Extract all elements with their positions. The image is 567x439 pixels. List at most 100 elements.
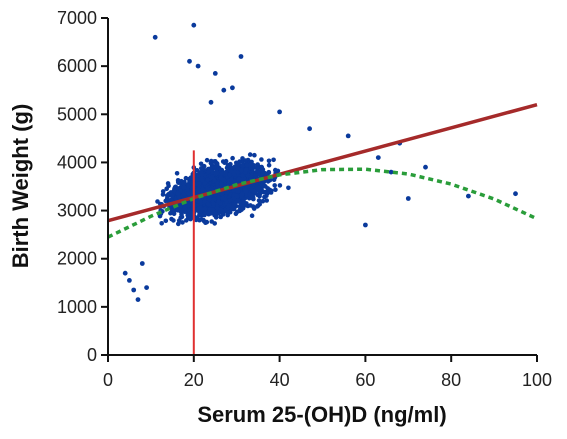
scatter-point [185, 187, 190, 192]
scatter-point [200, 187, 205, 193]
scatter-point [208, 99, 214, 105]
scatter-point [185, 212, 190, 218]
scatter-point [230, 85, 235, 91]
y-tick-label: 6000 [57, 56, 97, 76]
scatter-point [175, 190, 181, 196]
scatter-point [227, 172, 232, 178]
scatter-point [253, 173, 258, 179]
scatter-point [230, 155, 235, 161]
scatter-point [187, 58, 192, 64]
scatter-point [251, 163, 256, 168]
x-tick-label: 100 [522, 370, 552, 390]
scatter-point [265, 186, 271, 191]
scatter-point [181, 181, 186, 186]
scatter-point [363, 222, 368, 228]
scatter-point [240, 173, 245, 178]
tick-labels: 0 20 40 60 80 1000100020003000400050006000700… [57, 8, 552, 390]
scatter-point [166, 183, 171, 189]
linear-fit-line [107, 102, 538, 223]
scatter-point [195, 63, 201, 69]
scatter-point [254, 204, 260, 209]
scatter-point [219, 191, 225, 197]
scatter-point [240, 163, 245, 168]
scatter-point [202, 206, 208, 212]
scatter-point [189, 210, 194, 216]
scatter-point [186, 191, 191, 196]
scatter-point [181, 185, 187, 190]
scatter-point [242, 200, 247, 206]
scatter-point [236, 176, 241, 182]
scatter-point [199, 169, 204, 175]
scatter-point [167, 191, 173, 196]
scatter-point [186, 200, 192, 206]
y-tick-label: 4000 [57, 152, 97, 172]
scatter-point [260, 198, 266, 204]
scatter-point [175, 178, 181, 183]
scatter-point [254, 165, 260, 171]
scatter-point [131, 287, 137, 293]
scatter-point [171, 211, 177, 217]
scatter-point [187, 180, 192, 185]
scatter-point [214, 171, 220, 176]
scatter-point [259, 168, 265, 174]
scatter-point [271, 157, 276, 163]
scatter-point [260, 181, 266, 187]
scatter-point [243, 167, 249, 172]
scatter-point [226, 203, 232, 208]
scatter-point [135, 297, 141, 302]
scatter-point [194, 177, 199, 182]
scatter-point [232, 202, 238, 207]
scatter-point [186, 207, 191, 212]
y-tick-label: 2000 [57, 249, 97, 269]
scatter-point [210, 174, 215, 179]
scatter-point [212, 71, 218, 76]
scatter-point [218, 207, 224, 212]
scatter-point [204, 157, 210, 163]
scatter-point [204, 219, 210, 225]
y-tick-label: 5000 [57, 104, 97, 124]
scatter-point [209, 219, 214, 224]
scatter-point [202, 181, 208, 186]
scatter-point [199, 166, 204, 171]
scatter-point [205, 177, 210, 183]
scatter-point [180, 220, 185, 225]
scatter-point [163, 218, 169, 224]
y-tick-label: 7000 [57, 8, 97, 28]
scatter-point [122, 270, 128, 276]
scatter-point [174, 171, 180, 176]
axes [101, 17, 538, 362]
scatter-point [186, 183, 191, 189]
scatter-point [261, 189, 267, 195]
scatter-point [266, 162, 272, 168]
scatter-point [264, 198, 270, 203]
scatter-point [220, 195, 225, 201]
scatter-point [239, 192, 245, 197]
scatter-point [188, 216, 194, 221]
scatter-point [202, 212, 207, 218]
scatter-point [144, 285, 150, 290]
scatter-point [207, 187, 213, 192]
scatter-point [200, 177, 205, 183]
scatter-point [155, 199, 160, 204]
scatter-point [197, 181, 202, 187]
scatter-point [249, 213, 255, 218]
scatter-point [229, 177, 234, 182]
scatter-point [220, 212, 226, 217]
scatter-point [234, 163, 240, 168]
fit-lines [107, 102, 538, 355]
scatter-point [182, 206, 187, 212]
scatter-point [214, 205, 220, 210]
scatter-point [198, 161, 204, 167]
scatter-point [139, 261, 145, 266]
scatter-point [164, 196, 170, 201]
scatter-point [216, 195, 221, 200]
scatter-point [175, 186, 181, 191]
y-tick-label: 3000 [57, 201, 97, 221]
y-axis-title: Birth Weight (g) [8, 104, 33, 269]
scatter-point [226, 181, 231, 187]
scatter-point [235, 198, 241, 203]
scatter-point [224, 190, 230, 195]
scatter-point [225, 163, 231, 168]
scatter-point [176, 221, 181, 227]
